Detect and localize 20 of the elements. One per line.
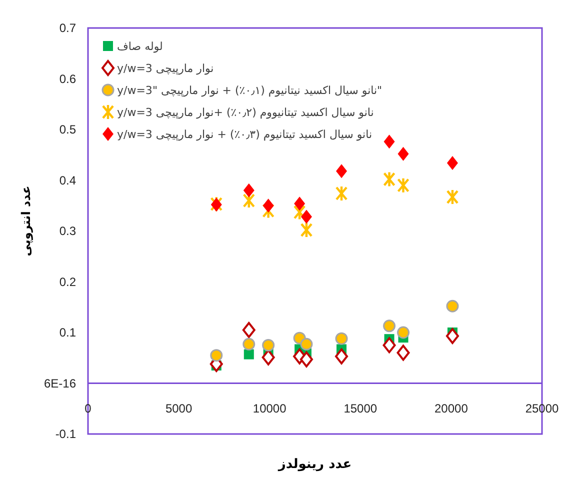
x-tick-label: 10000 <box>252 401 287 416</box>
legend-label: نانو سیال اکسید تیتانیوم (۰٫۳٪) + نوار مارپیچی y/w=3 <box>117 128 372 141</box>
y-axis-title: عدد انتروپی <box>19 186 33 256</box>
legend-label: "نانو سیال اکسید نیتانیوم (۰٫۱٪) + نوار مارپیچی "y/w=3 <box>117 84 382 97</box>
x-tick-label: 15000 <box>344 401 378 416</box>
y-tick-label: 0.1 <box>59 326 76 340</box>
legend-label: نوار مارپیچی y/w=3 <box>117 62 214 75</box>
y-tick-label: -0.1 <box>55 427 76 441</box>
y-tick-label: 0.7 <box>59 21 76 35</box>
y-tick-label: 0.3 <box>59 224 76 238</box>
x-tick-label: 20000 <box>434 401 468 416</box>
x-tick-label: 5000 <box>165 401 192 416</box>
y-tick-label: 0.2 <box>59 274 76 289</box>
x-axis-title: عدد رینولدز <box>277 457 352 472</box>
legend-label: لوله صاف <box>117 40 163 53</box>
y-tick-label: 6E-16 <box>44 376 76 390</box>
y-tick-label: 0.6 <box>59 72 76 86</box>
legend-label: نانو سیال اکسید تیتانیووم (۰٫۲٪) +نوار مارپیچی y/w=3 <box>117 106 374 119</box>
y-tick-label: 0.4 <box>59 173 76 188</box>
y-tick-label: 0.5 <box>59 122 76 136</box>
